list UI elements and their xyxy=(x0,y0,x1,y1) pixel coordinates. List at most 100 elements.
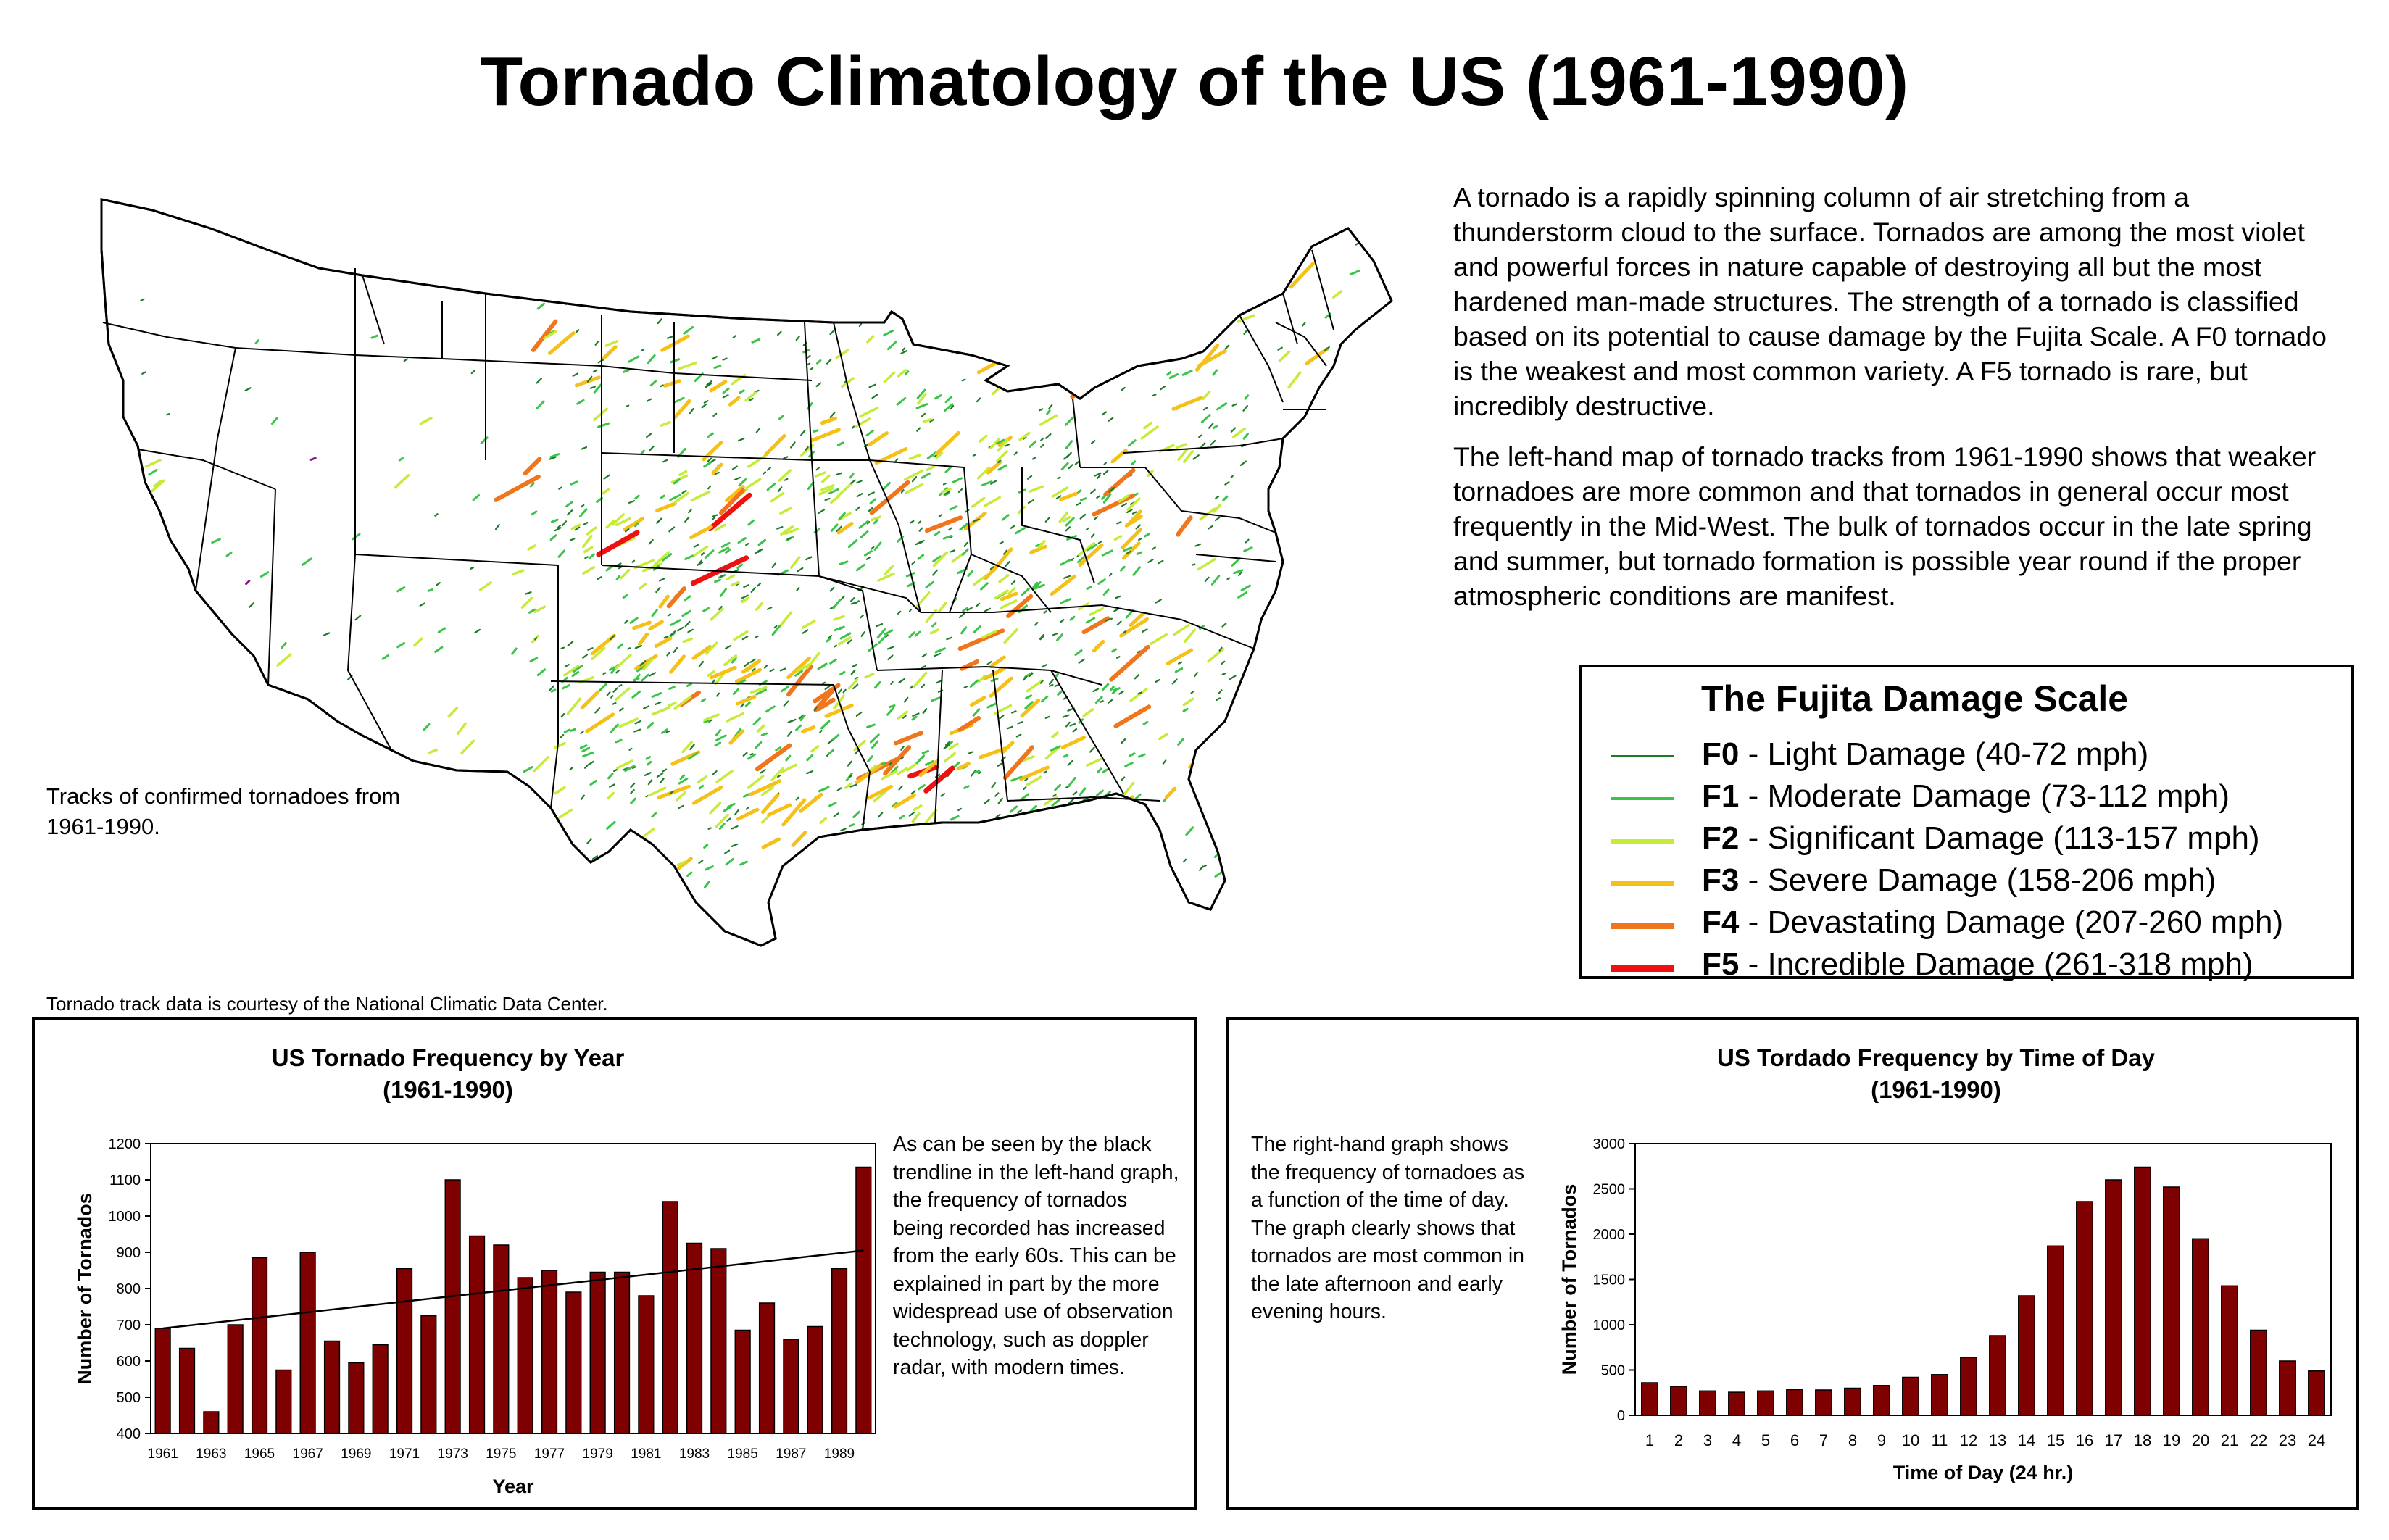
tornado-track xyxy=(853,739,866,752)
tornado-track xyxy=(1121,502,1128,507)
tornado-track xyxy=(851,425,855,429)
tornado-track xyxy=(871,546,875,550)
tornado-track xyxy=(1027,499,1035,504)
bar xyxy=(2105,1179,2122,1416)
tornado-track xyxy=(1055,495,1062,499)
x-tick-label: 22 xyxy=(2250,1431,2267,1449)
tornado-track xyxy=(890,680,894,685)
tornado-track xyxy=(917,392,927,405)
tornado-track xyxy=(673,491,689,504)
tornado-track xyxy=(1160,343,1166,349)
tornado-track xyxy=(611,513,625,526)
tornado-track xyxy=(1160,343,1166,349)
tornado-track xyxy=(626,404,630,407)
tornado-track xyxy=(1063,575,1071,579)
tornado-track xyxy=(900,350,907,354)
tornado-track xyxy=(1014,527,1026,535)
tornado-track xyxy=(813,528,820,534)
tornado-track xyxy=(1067,776,1076,788)
tornado-track xyxy=(782,456,789,459)
tornado-track xyxy=(889,761,893,766)
tornado-track xyxy=(866,520,871,525)
tornado-track xyxy=(643,705,650,709)
tornado-track xyxy=(1230,427,1237,433)
tornado-track xyxy=(1173,204,1183,215)
state-border xyxy=(267,488,276,686)
state-border xyxy=(1181,619,1255,649)
tornado-track xyxy=(1040,444,1045,448)
tornado-track xyxy=(628,355,640,363)
tornado-track xyxy=(1067,759,1073,767)
tornado-track xyxy=(1032,581,1042,590)
tornado-track xyxy=(581,746,591,753)
tornado-track xyxy=(726,817,731,822)
tornado-track xyxy=(1072,728,1078,733)
tornado-track xyxy=(884,565,894,576)
tornado-track xyxy=(615,759,633,770)
bar xyxy=(1786,1389,1803,1416)
yearly-chart-title: US Tornado Frequency by Year (1961-1990) xyxy=(35,1042,861,1106)
tornado-track xyxy=(860,614,865,619)
tornado-track xyxy=(989,860,1006,874)
tornado-track xyxy=(687,752,699,760)
hourly-chart-title-line1: US Tordado Frequency by Time of Day xyxy=(1717,1044,2155,1071)
tornado-track xyxy=(641,658,654,671)
tornado-track xyxy=(560,646,565,649)
tornado-track xyxy=(1183,450,1194,464)
tornado-track xyxy=(1143,421,1153,430)
tornado-track xyxy=(750,255,756,262)
tornado-track xyxy=(1182,707,1189,712)
tornado-track xyxy=(963,686,968,688)
tornado-track xyxy=(1160,892,1166,896)
tornado-track xyxy=(779,667,786,672)
tornado-track xyxy=(1295,562,1342,583)
tornado-track xyxy=(1085,527,1089,531)
tornado-track xyxy=(531,319,558,352)
bar xyxy=(831,1268,848,1434)
x-tick-label: 6 xyxy=(1790,1431,1799,1449)
tornado-track xyxy=(1091,300,1097,305)
y-tick-label: 2500 xyxy=(1593,1182,1626,1198)
tornado-track xyxy=(1085,757,1103,767)
tornado-track xyxy=(1079,513,1087,520)
tornado-track xyxy=(607,773,614,780)
tornado-track xyxy=(566,509,573,516)
tornado-track xyxy=(757,548,763,553)
bar xyxy=(275,1369,292,1434)
bar xyxy=(1699,1390,1716,1416)
y-tick-label: 1100 xyxy=(109,1173,141,1189)
tornado-track xyxy=(963,785,970,789)
tornado-track xyxy=(856,480,863,484)
tornado-track xyxy=(1000,741,1015,754)
tornado-track xyxy=(828,749,835,754)
tornado-track xyxy=(840,828,847,832)
tornado-track xyxy=(873,681,881,689)
y-axis-label: Number of Tornados xyxy=(1558,1184,1580,1375)
tornado-track xyxy=(558,486,562,490)
tornado-track xyxy=(837,688,843,694)
tornado-track xyxy=(923,417,932,423)
tornado-track xyxy=(601,488,610,495)
tornado-track xyxy=(957,807,963,812)
tornado-track xyxy=(911,560,916,565)
tornado-track xyxy=(628,500,636,504)
tornado-track xyxy=(723,805,732,812)
tornado-track xyxy=(911,476,918,483)
tornado-track xyxy=(583,521,589,525)
tornado-track xyxy=(1230,475,1234,479)
tornado-track xyxy=(707,432,714,438)
tornado-track xyxy=(795,336,800,341)
tornado-track xyxy=(301,557,312,566)
tornado-track xyxy=(248,602,255,608)
tornado-track xyxy=(877,828,884,834)
tornado-track xyxy=(997,459,1002,464)
tornado-track xyxy=(997,438,1009,452)
tornado-track xyxy=(703,400,709,404)
tornado-track xyxy=(704,549,715,559)
tornado-track xyxy=(971,496,986,508)
tornado-track xyxy=(712,514,718,517)
tornado-track xyxy=(1210,575,1221,586)
tornado-track xyxy=(929,628,940,635)
tornado-track xyxy=(203,739,210,744)
tornado-track xyxy=(866,335,875,344)
